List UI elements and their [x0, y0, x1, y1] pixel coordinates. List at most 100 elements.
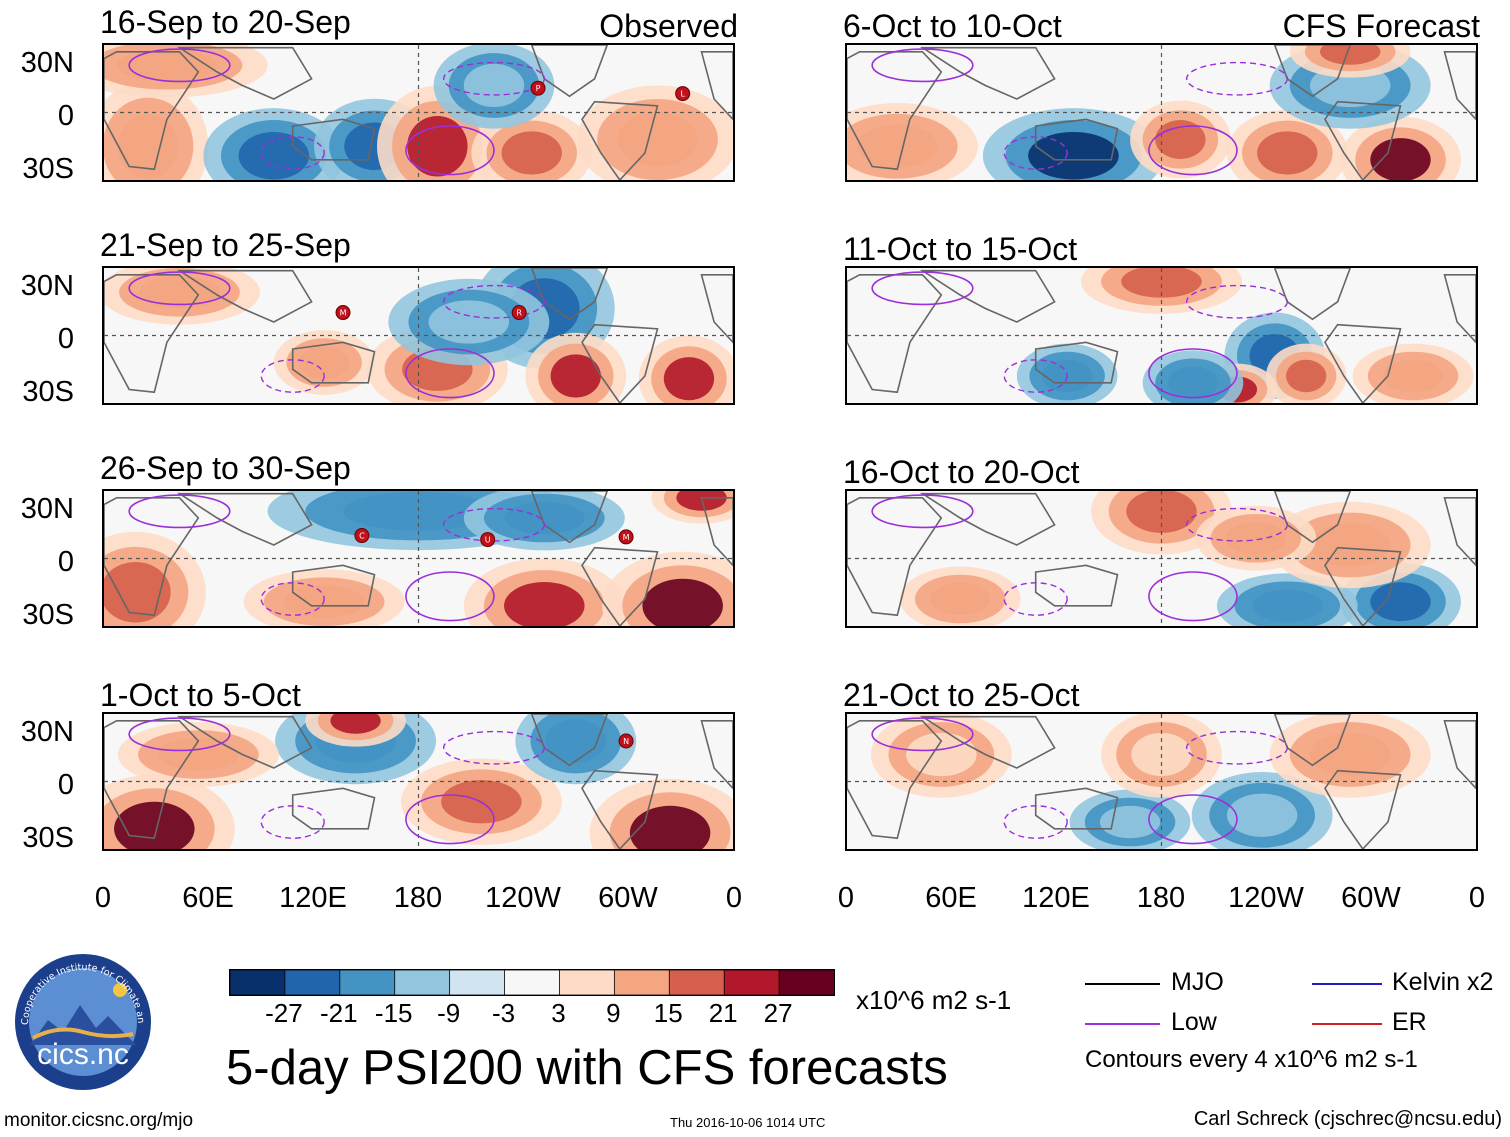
- coastline: [291, 787, 376, 830]
- psi-anomaly-blob: [238, 131, 310, 180]
- coastline: [1324, 100, 1402, 180]
- low-contour-negative: [1003, 582, 1068, 616]
- coastline: [104, 51, 200, 171]
- low-contour: [1148, 348, 1238, 399]
- psi-anomaly-blob: [463, 63, 525, 108]
- psi-anomaly-blob: [330, 714, 381, 734]
- lat-label: 30S: [22, 599, 74, 631]
- lon-label: 120W: [485, 882, 561, 914]
- tropical-cyclone-icon: [618, 529, 634, 545]
- coastline: [530, 45, 609, 98]
- colorbar-swatch: [394, 969, 451, 996]
- storm-label: M: [340, 309, 347, 318]
- coastline: [700, 497, 733, 567]
- lat-label: 30N: [20, 493, 74, 525]
- storm-label: N: [623, 737, 629, 746]
- legend-mjo-line: [1085, 983, 1160, 985]
- psi-anomaly-blob: [1226, 793, 1298, 837]
- colorbar-tick-label: -9: [437, 998, 461, 1028]
- low-contour-negative: [442, 61, 546, 96]
- low-contour: [405, 571, 495, 622]
- colorbar-swatch: [339, 969, 396, 996]
- psi-anomaly-blob: [116, 49, 218, 82]
- coastline: [291, 564, 376, 607]
- map-field: [847, 714, 1476, 849]
- psi-anomaly-blob: [158, 738, 239, 771]
- coastline: [530, 268, 609, 321]
- psi-anomaly-blob: [550, 354, 601, 398]
- storm-label: P: [536, 84, 541, 93]
- low-contour: [128, 48, 231, 83]
- colorbar: [229, 969, 835, 996]
- observed-label: Observed: [599, 8, 738, 44]
- coastline: [847, 497, 943, 617]
- coastline: [1273, 714, 1352, 767]
- coastline: [291, 118, 376, 161]
- tropical-cyclone-icon: [480, 532, 496, 548]
- psi-anomaly-blob: [1121, 268, 1202, 298]
- psi-anomaly-blob: [857, 124, 938, 168]
- low-contour-negative: [442, 730, 546, 765]
- psi-anomaly-blob: [407, 116, 468, 177]
- coastline: [1443, 497, 1476, 567]
- legend-er-line: [1312, 1023, 1382, 1025]
- psi-anomaly-blob: [1286, 359, 1327, 393]
- coastline: [104, 497, 200, 617]
- psi-anomaly-blob: [1028, 131, 1119, 180]
- low-contour-negative: [442, 284, 546, 319]
- storm-label: M: [623, 533, 630, 542]
- colorbar-tick-label: 15: [653, 998, 683, 1028]
- colorbar-units: x10^6 m2 s-1: [856, 985, 1012, 1015]
- coastline: [1443, 720, 1476, 790]
- psi-anomaly-blob: [1370, 138, 1431, 180]
- coastline: [581, 323, 659, 403]
- coastline: [847, 51, 943, 171]
- map-panel-observed-4: N: [102, 712, 735, 851]
- coastline: [581, 100, 659, 180]
- psi-anomaly-blob: [1309, 523, 1391, 567]
- coastline: [530, 714, 609, 767]
- low-contour-negative: [1003, 359, 1068, 393]
- coastline: [1034, 118, 1119, 161]
- lat-label: 30S: [22, 822, 74, 854]
- colorbar-tick-label: -27: [265, 998, 303, 1028]
- coastline: [919, 492, 1056, 546]
- low-contour-negative: [260, 359, 325, 393]
- psi-anomaly-blob: [117, 113, 179, 179]
- legend-kelvin-label: Kelvin x2: [1392, 968, 1494, 996]
- timestamp: Thu 2016-10-06 1014 UTC: [670, 1115, 826, 1130]
- low-contour: [128, 717, 231, 752]
- coastline: [1034, 787, 1119, 830]
- low-contour-negative: [260, 136, 325, 170]
- colorbar-swatch: [613, 969, 671, 996]
- lon-label: 120E: [1022, 882, 1090, 914]
- colorbar-swatch: [229, 969, 286, 996]
- coastline: [1443, 51, 1476, 121]
- low-contour: [1148, 794, 1238, 845]
- coastline: [919, 269, 1056, 323]
- coastline: [1034, 341, 1119, 384]
- psi-anomaly-blob: [1126, 491, 1197, 533]
- coastline: [581, 769, 659, 849]
- psi-anomaly-blob: [642, 578, 723, 626]
- low-contour: [871, 494, 974, 529]
- website-link[interactable]: monitor.cicsnc.org/mjo: [4, 1110, 194, 1131]
- storm-label: L: [680, 90, 685, 99]
- map-panel-forecast-2: [845, 266, 1478, 405]
- coastline: [1273, 45, 1352, 98]
- lon-label: 0: [94, 882, 112, 914]
- low-contour: [871, 271, 974, 306]
- colorbar-swatch: [668, 969, 726, 996]
- panel-title-right-1: 6-Oct to 10-Oct: [843, 8, 1062, 44]
- coastline: [700, 51, 733, 121]
- low-contour: [871, 717, 974, 752]
- coastline: [700, 720, 733, 790]
- coastline: [1273, 268, 1352, 321]
- colorbar-swatch: [723, 969, 780, 996]
- coastline: [1324, 769, 1402, 849]
- psi-anomaly-blob: [501, 131, 562, 175]
